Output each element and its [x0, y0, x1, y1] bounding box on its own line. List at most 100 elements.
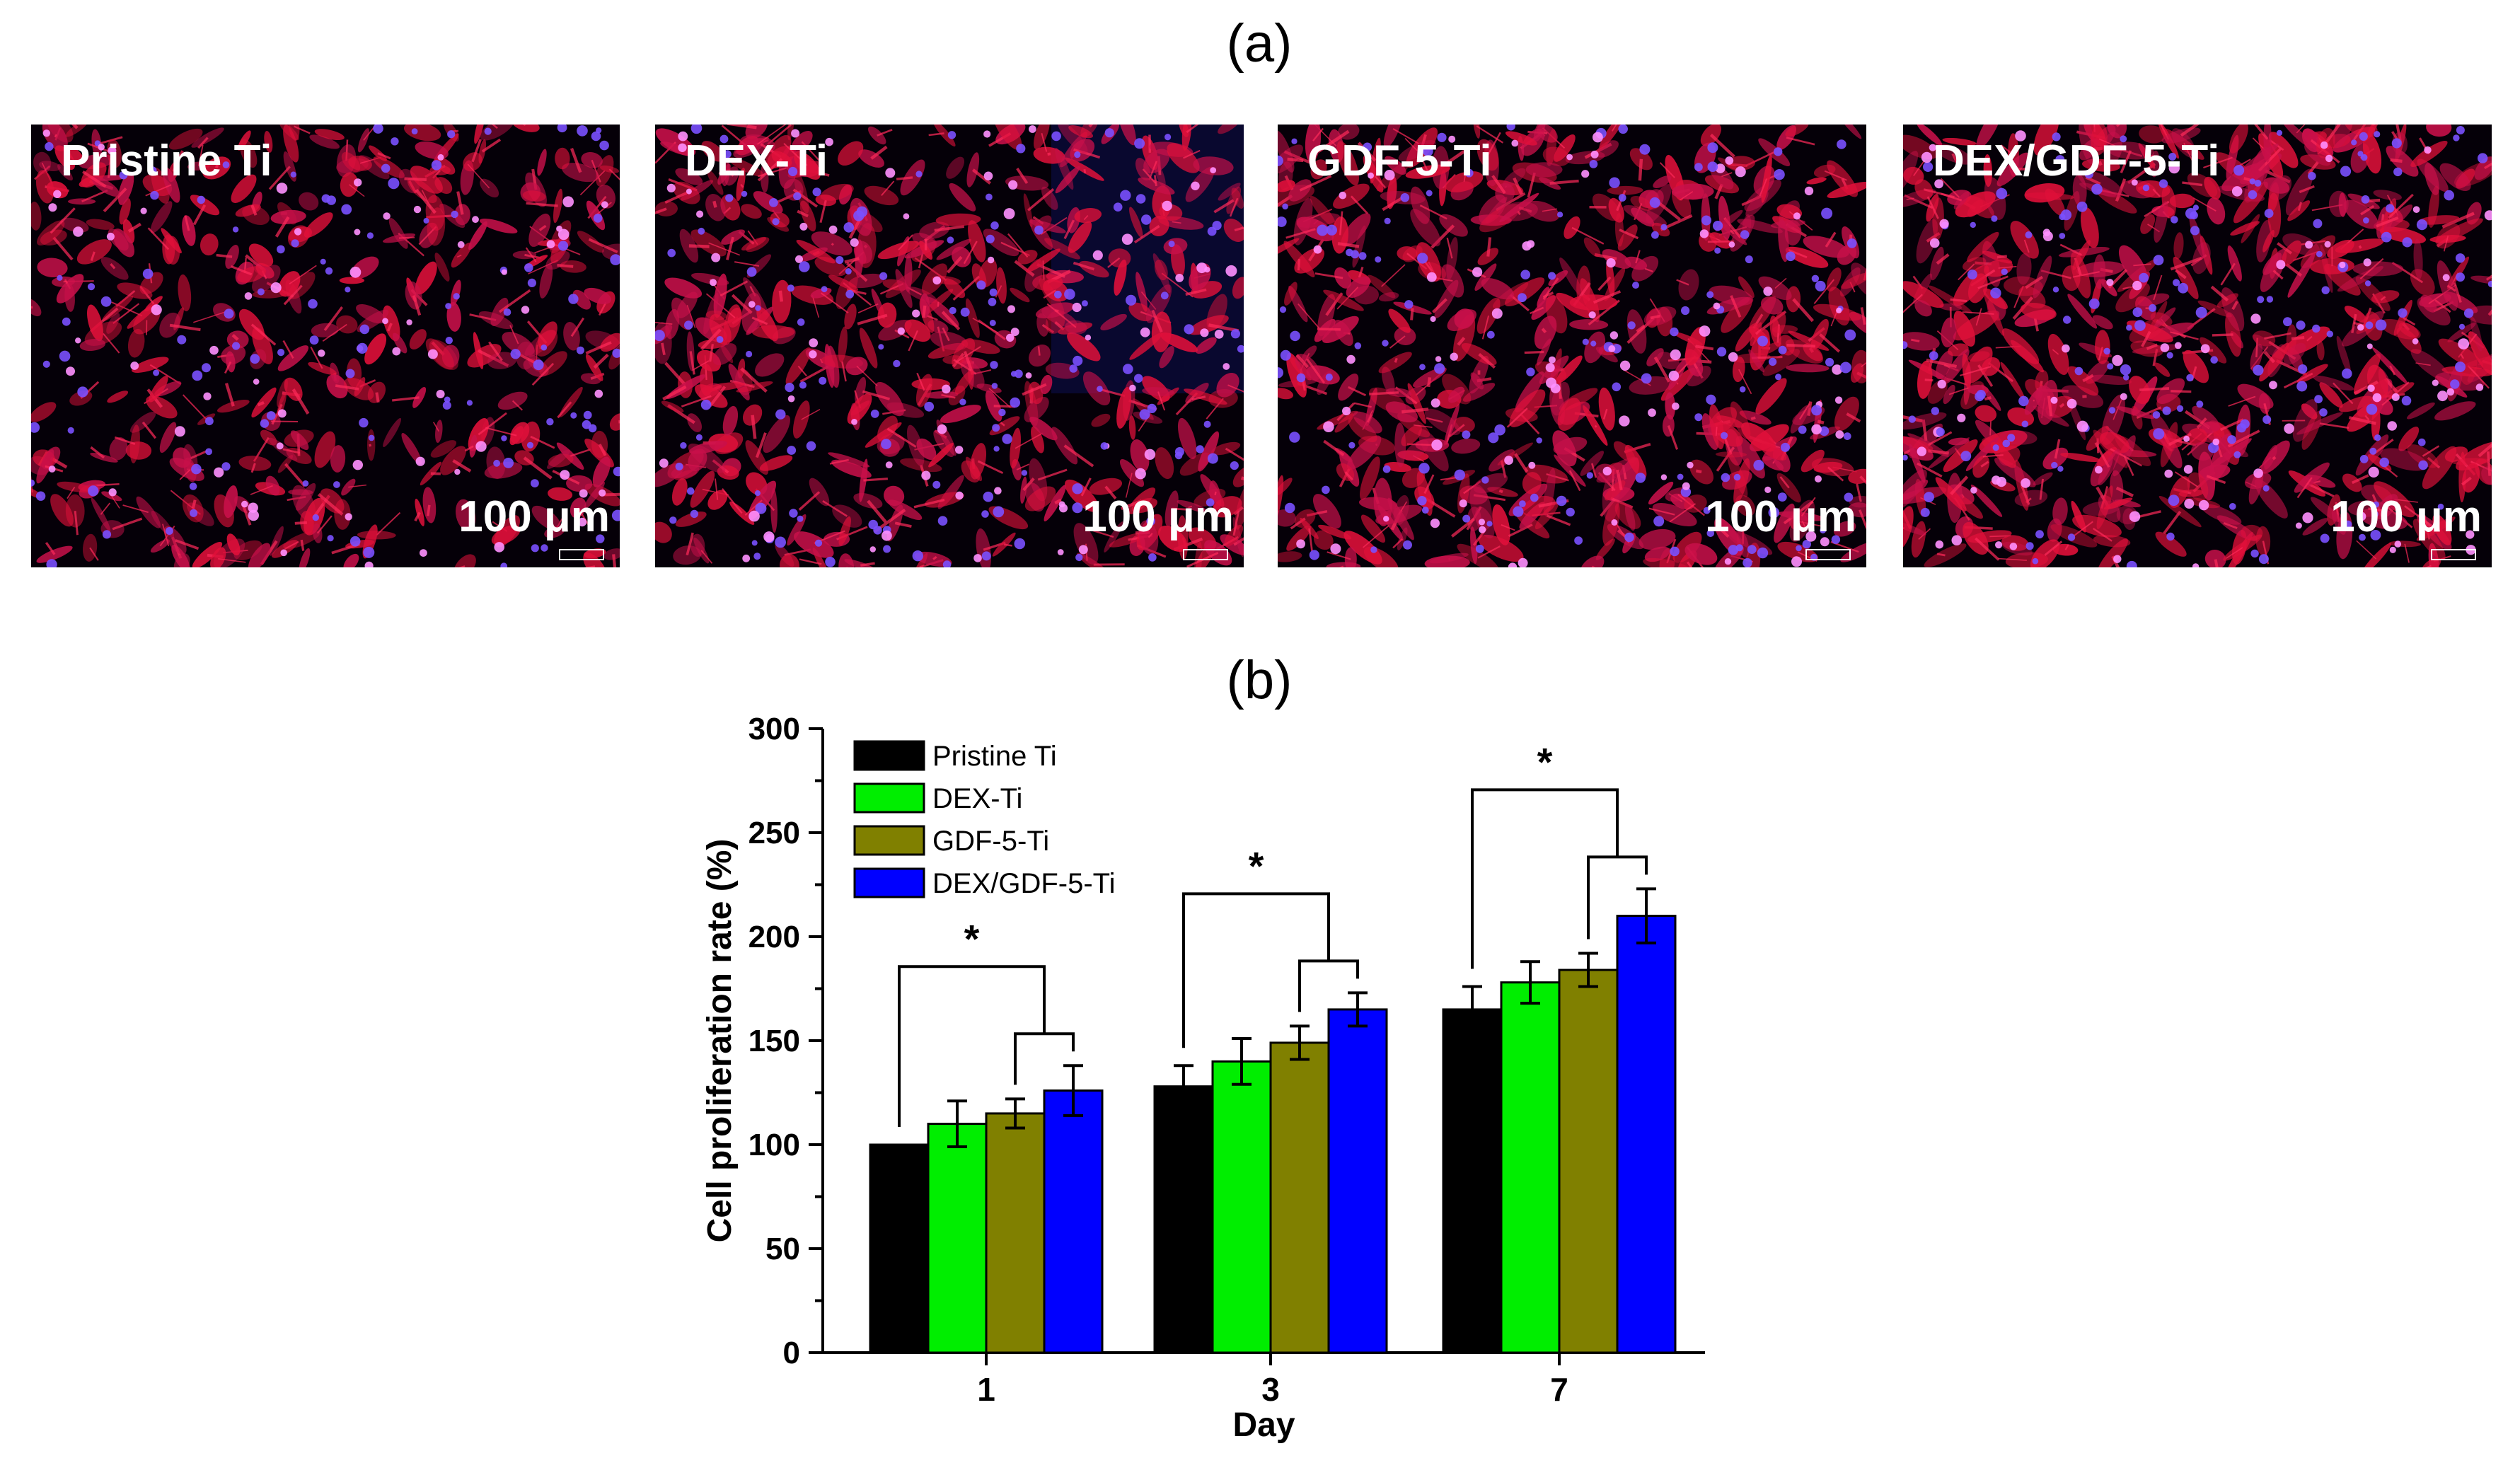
cell-body [2447, 322, 2476, 342]
cell-process [2415, 362, 2431, 366]
cell-nucleus [1520, 270, 1530, 279]
cell-nucleus [1786, 251, 1796, 262]
scale-label: 100 μm [1705, 492, 1856, 541]
cell-nucleus [1430, 519, 1440, 528]
cell-nucleus [354, 229, 361, 236]
micrograph-label: DEX-Ti [685, 137, 828, 185]
cell-nucleus [716, 336, 724, 343]
cell-nucleus [560, 470, 570, 480]
cell-nucleus [77, 386, 88, 398]
cell-process [2358, 245, 2362, 249]
cell-body [727, 307, 742, 328]
cell-process [1695, 345, 1714, 351]
cell-nucleus [2379, 457, 2389, 468]
cell-process [681, 395, 712, 407]
cell-body [1367, 274, 1396, 299]
cell-body [1942, 137, 1977, 146]
cell-process [2277, 242, 2292, 255]
cell-nucleus [2055, 155, 2065, 165]
cell-body [2371, 347, 2408, 385]
cell-nucleus [983, 130, 991, 138]
cell-body [660, 141, 694, 156]
cell-nucleus [1957, 413, 1966, 422]
cell-process [1750, 416, 1756, 421]
cell-nucleus [1325, 374, 1333, 381]
cell-body [794, 531, 834, 558]
cell-process [1344, 471, 1354, 481]
significance-marker: * [1249, 843, 1264, 888]
significance-outer-bracket [1182, 892, 1330, 1048]
cell-process [801, 141, 825, 166]
cell-process [1707, 240, 1734, 243]
cell-process [718, 172, 724, 175]
cell-nucleus [1728, 352, 1738, 362]
cell-body [1709, 404, 1725, 450]
cell-nucleus [1924, 492, 1934, 502]
cell-process [1107, 257, 1121, 268]
cell-body [2296, 412, 2343, 435]
cell-body [1232, 277, 1244, 299]
cell-body [1218, 125, 1241, 134]
legend-label: DEX-Ti [932, 783, 1022, 814]
cell-nucleus [140, 207, 147, 214]
cell-body [1759, 443, 1787, 461]
cell-nucleus [1014, 369, 1023, 378]
cell-nucleus [2296, 320, 2306, 330]
cell-body [1378, 292, 1399, 302]
cell-body [1360, 456, 1380, 500]
cell-nucleus [1920, 507, 1930, 517]
cell-process [1926, 196, 1939, 219]
cell-process [881, 180, 895, 197]
cell-body [2025, 192, 2075, 200]
cell-body [2047, 518, 2062, 542]
cell-nucleus [2487, 280, 2492, 287]
cell-process [1950, 475, 1969, 495]
cell-nucleus [2142, 184, 2150, 192]
cell-body [2373, 190, 2402, 201]
cell-nucleus [1590, 150, 1599, 158]
cell-body [538, 321, 557, 349]
cell-nucleus [197, 195, 205, 204]
cell-body [1218, 183, 1241, 201]
cell-nucleus [1556, 495, 1567, 507]
bar [1043, 1089, 1104, 1354]
cell-process [1644, 267, 1653, 272]
cell-body [1827, 181, 1866, 199]
cell-body [425, 338, 454, 370]
cell-process [282, 448, 301, 454]
cell-process [1153, 175, 1157, 187]
cell-nucleus [742, 554, 751, 562]
cell-nucleus [2455, 253, 2466, 263]
cell-body [1737, 219, 1783, 233]
cell-body [403, 125, 441, 141]
cell-process [1410, 308, 1414, 320]
cell-nucleus [1421, 507, 1429, 514]
cell-process [2196, 417, 2207, 429]
cell-process [2283, 372, 2313, 389]
cell-body [940, 405, 981, 424]
legend-label: GDF-5-Ti [932, 826, 1049, 857]
cell-body [547, 449, 570, 469]
cell-nucleus [893, 359, 901, 368]
cell-body [553, 188, 563, 224]
cell-process [1473, 494, 1506, 502]
cell-nucleus [62, 317, 71, 326]
cell-body [844, 303, 857, 330]
cell-process [822, 499, 848, 517]
cell-body [1318, 524, 1352, 540]
cell-process [1041, 323, 1055, 334]
cell-nucleus [557, 241, 569, 251]
cell-nucleus [224, 308, 234, 319]
cell-body [2107, 125, 2127, 139]
cell-body [455, 499, 476, 531]
cell-body [1154, 259, 1168, 281]
cell-body [919, 241, 933, 260]
cell-process [1213, 199, 1235, 214]
cell-nucleus [2305, 241, 2313, 249]
cell-process [1369, 391, 1399, 395]
cell-process [2141, 330, 2151, 347]
cell-body [1346, 435, 1382, 470]
cell-nucleus [1054, 290, 1062, 299]
cell-nucleus [1479, 526, 1486, 533]
cell-process [1418, 151, 1429, 173]
